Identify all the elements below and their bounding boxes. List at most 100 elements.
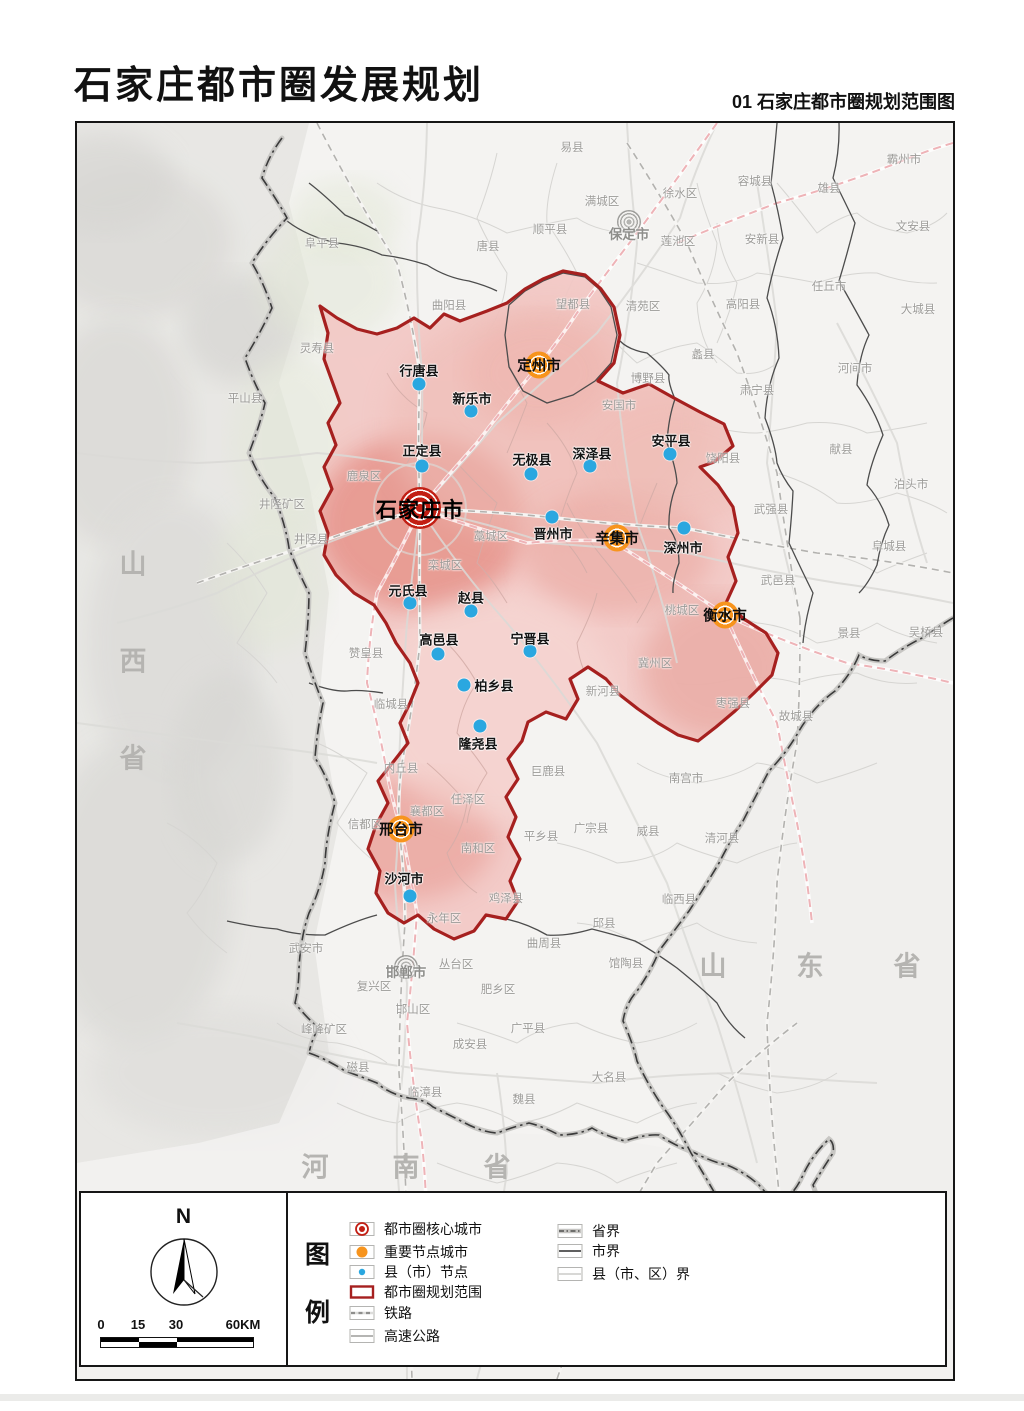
county-label: 雄县 [817, 181, 841, 195]
county-label: 满城区 [584, 194, 620, 208]
county-label: 献县 [829, 442, 853, 456]
scale-bar [100, 1337, 254, 1348]
county-node-label: 柏乡县 [474, 678, 514, 694]
county-node-label: 新乐市 [452, 391, 492, 407]
county-label: 成安县 [452, 1037, 488, 1051]
county-label: 信都区 [347, 817, 383, 831]
core-city-icon [399, 487, 441, 529]
county-label: 清河县 [704, 831, 740, 845]
county-label: 馆陶县 [608, 956, 644, 970]
legend-item: 都市圈规划范围 [349, 1283, 482, 1301]
compass-north-label: N [175, 1205, 192, 1228]
county-node-label: 沙河市 [384, 871, 424, 887]
county-label: 平山县 [227, 391, 263, 405]
county-label: 博野县 [630, 371, 666, 385]
legend-title-char-li: 例 [305, 1299, 331, 1327]
metro-plan-boundary [318, 269, 780, 941]
county-label: 景县 [837, 626, 861, 640]
county-label: 南和区 [460, 841, 496, 855]
node-city-icon [387, 815, 415, 843]
county-label: 桃城区 [664, 603, 700, 617]
legend-item: 高速公路 [349, 1327, 440, 1345]
map-canvas: 保定市 邯郸市 易县 霸州市 容城县 徐水区 雄县 满城区 文安县 顺平县 莲池区 安新县 任丘市 大城县… [75, 121, 955, 1381]
county-label: 大名县 [591, 1070, 627, 1084]
page-title: 石家庄都市圈发展规划 [74, 65, 485, 107]
county-node-label: 安平县 [651, 433, 691, 449]
city-boundaries [226, 123, 890, 1039]
map-label-layer: 保定市 邯郸市 易县 霸州市 容城县 徐水区 雄县 满城区 文安县 顺平县 莲池区 安新县 任丘市 大城县… [77, 123, 953, 1379]
county-label: 威县 [636, 824, 660, 838]
legend-item-label: 都市圈核心城市 [384, 1221, 482, 1237]
scale-tick: 0 [97, 1317, 105, 1332]
county-label: 武安市 [288, 941, 324, 955]
county-label: 武强县 [753, 502, 789, 516]
county-label: 泊头市 [893, 477, 929, 491]
compass-icon [150, 1238, 218, 1306]
county-label: 襄都区 [409, 804, 445, 818]
county-label: 平乡县 [523, 829, 559, 843]
legend-item-label: 县（市）节点 [384, 1264, 468, 1280]
county-label: 唐县 [476, 239, 500, 253]
node-city-label: 定州市 [517, 358, 561, 375]
county-label: 新河县 [585, 684, 621, 698]
legend-item-label: 省界 [592, 1223, 620, 1239]
prefecture-city-label: 保定市 [608, 227, 650, 242]
legend-item: 省界 [557, 1222, 620, 1240]
node-city-icon [349, 1245, 375, 1259]
county-label: 藁城区 [473, 529, 509, 543]
county-label: 丛台区 [438, 957, 474, 971]
province-label: 山西省 [119, 549, 147, 774]
county-node-dot [663, 447, 677, 461]
county-label: 肃宁县 [739, 383, 775, 397]
county-node-dot [473, 719, 487, 733]
county-label: 清苑区 [625, 299, 661, 313]
legend-item-label: 市界 [592, 1243, 620, 1259]
province-boundary-icon [557, 1224, 583, 1238]
county-label: 易县 [560, 140, 584, 154]
county-label: 广宗县 [573, 821, 609, 835]
county-label: 鹿泉区 [346, 469, 382, 483]
county-node-dot [523, 644, 537, 658]
county-node-dot [412, 377, 426, 391]
county-node-dot [464, 404, 478, 418]
prefecture-city-icon [394, 955, 418, 979]
county-label: 故城县 [778, 709, 814, 723]
node-city-icon [603, 524, 631, 552]
county-label: 任丘市 [811, 279, 847, 293]
page-edge-strip [0, 1394, 1024, 1401]
county-label: 内丘县 [383, 761, 419, 775]
legend-title: 图 例 [291, 1193, 346, 1365]
county-label: 磁县 [346, 1060, 370, 1074]
map-sheet-title: 01 石家庄都市圈规划范围图 [731, 92, 955, 112]
county-node-icon [349, 1265, 375, 1279]
legend-item: 都市圈核心城市 [349, 1220, 482, 1238]
legend-item: 铁路 [349, 1304, 412, 1322]
county-node-dot [524, 467, 538, 481]
legend-item: 县（市）节点 [349, 1263, 468, 1281]
county-label: 临西县 [661, 892, 697, 906]
scale-ticks: 0 15 30 60KM [81, 1317, 286, 1332]
legend-panel: N 0 15 30 60KM 图 例 [79, 1191, 947, 1367]
scale-tick: 60KM [225, 1317, 261, 1332]
county-node-dot [583, 459, 597, 473]
prefecture-city-icon [617, 210, 641, 234]
compass-area: N 0 15 30 60KM [81, 1193, 288, 1365]
legend-item-label: 铁路 [384, 1305, 412, 1321]
legend-item-label: 重要节点城市 [384, 1244, 468, 1260]
highway-icon [349, 1329, 375, 1343]
county-label: 临漳县 [407, 1085, 443, 1099]
scale-tick: 15 [130, 1317, 146, 1332]
legend-item: 重要节点城市 [349, 1243, 468, 1261]
county-label: 赞皇县 [348, 646, 384, 660]
county-label: 冀州区 [637, 656, 673, 670]
county-label: 南宫市 [668, 771, 704, 785]
core-city-label: 石家庄市 [376, 499, 464, 522]
county-label: 河间市 [837, 361, 873, 375]
county-label: 曲周县 [526, 936, 562, 950]
plan-range-icon [349, 1285, 375, 1299]
legend-item-label: 都市圈规划范围 [384, 1284, 482, 1300]
county-label: 文安县 [895, 219, 931, 233]
province-label: 河南省 [301, 1152, 511, 1183]
railway-icon [349, 1306, 375, 1320]
county-label: 邯山区 [395, 1002, 431, 1016]
